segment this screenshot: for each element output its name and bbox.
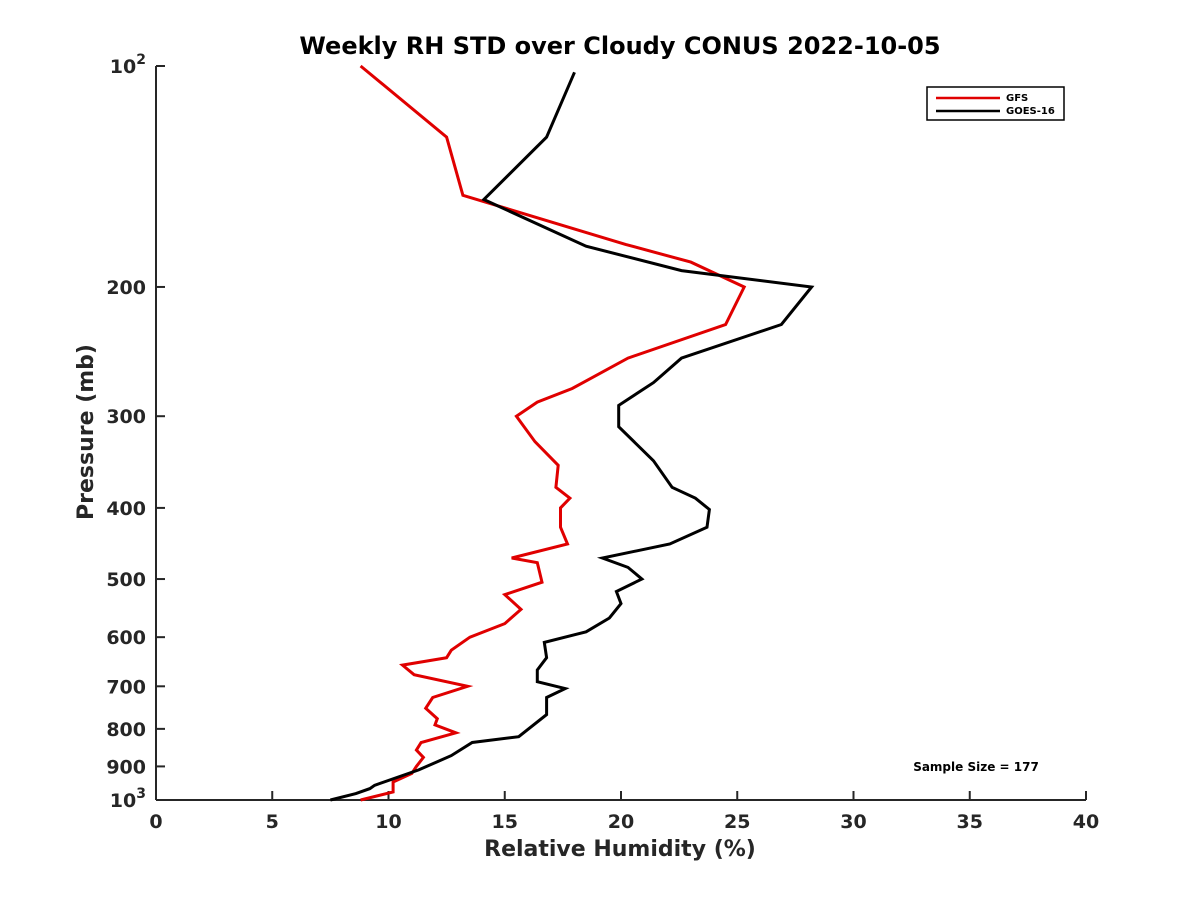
x-tick-label: 20 <box>608 811 634 833</box>
x-tick-label: 40 <box>1073 811 1099 833</box>
y-tick-label: 900 <box>106 756 146 778</box>
x-axis-label: Relative Humidity (%) <box>484 837 756 862</box>
x-axis-ticks: 0 5 10 15 20 25 30 35 40 <box>149 791 1099 833</box>
x-tick-label: 35 <box>957 811 983 833</box>
data-series <box>330 64 815 802</box>
y-tick-label: 102 <box>110 52 146 78</box>
sample-size-annotation: Sample Size = 177 <box>913 760 1039 774</box>
plot-axes <box>155 66 1086 801</box>
x-tick-label: 15 <box>492 811 518 833</box>
y-axis-label: Pressure (mb) <box>74 344 99 520</box>
chart-title: Weekly RH STD over Cloudy CONUS 2022-10-… <box>299 32 940 60</box>
x-tick-label: 0 <box>149 811 162 833</box>
legend-box <box>926 86 1065 121</box>
x-tick-label: 30 <box>840 811 866 833</box>
y-tick-label: 500 <box>106 569 146 591</box>
x-tick-label: 10 <box>375 811 401 833</box>
legend: GFS GOES-16 <box>926 86 1065 121</box>
y-tick-label: 200 <box>106 277 146 299</box>
x-tick-label: 5 <box>266 811 279 833</box>
x-tick-label: 25 <box>724 811 750 833</box>
y-axis-ticks: 102 200 300 400 500 600 700 800 900 103 <box>106 52 165 812</box>
y-tick-label: 103 <box>110 786 146 812</box>
legend-label-goes16: GOES-16 <box>1006 106 1055 117</box>
legend-label-gfs: GFS <box>1006 93 1028 104</box>
series-line-gfs <box>359 64 747 802</box>
y-tick-label: 300 <box>106 406 146 428</box>
y-tick-label: 400 <box>106 498 146 520</box>
y-tick-label: 700 <box>106 676 146 698</box>
series-line-goes16 <box>330 71 815 802</box>
y-tick-label: 800 <box>106 719 146 741</box>
y-tick-label: 600 <box>106 627 146 649</box>
